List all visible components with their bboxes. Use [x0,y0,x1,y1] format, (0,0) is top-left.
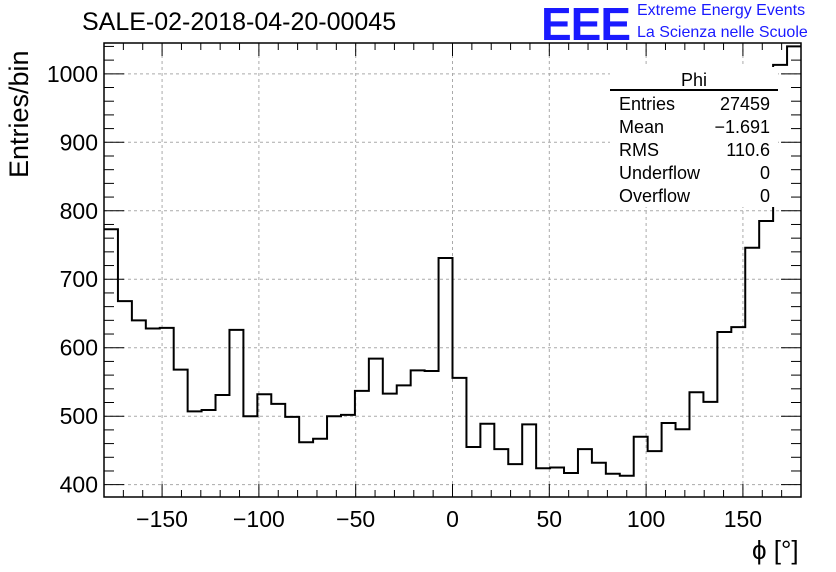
y-axis-label: Entries/bin [4,50,34,178]
y-tick-label: 600 [60,335,98,361]
stats-box-name: Phi [680,70,707,90]
logo-caption-line2: La Scienza nelle Scuole [637,24,808,41]
x-tick-label: 150 [724,506,762,532]
stats-value: 0 [759,186,770,206]
stats-label: Entries [619,94,676,114]
x-tick-label: 0 [446,506,459,532]
stats-value: −1.691 [714,117,770,137]
stats-label: RMS [619,140,659,160]
y-tick-label: 800 [60,198,98,224]
stats-box-divider [610,89,778,91]
logo-caption-line1: Extreme Energy Events [637,2,806,19]
stats-label: Overflow [619,186,691,206]
chart-title: SALE-02-2018-04-20-00045 [82,8,397,36]
stats-label: Underflow [619,163,701,183]
stats-value: 110.6 [726,140,770,160]
stats-value: 27459 [719,94,770,114]
x-axis-label: ϕ [°] [752,535,799,565]
y-tick-label: 900 [60,129,98,155]
x-tick-label: 50 [537,506,563,532]
y-tick-label: 1000 [47,61,98,87]
y-tick-label: 700 [60,266,98,292]
y-tick-label: 500 [60,403,98,429]
stats-box: Phi Entries 27459 Mean −1.691 RMS 110.6 … [610,67,778,207]
x-tick-label: 100 [627,506,665,532]
x-tick-label: −100 [233,506,285,532]
stats-label: Mean [619,117,665,137]
x-tick-label: −150 [136,506,188,532]
x-tick-label: −50 [336,506,375,532]
histogram-line [104,45,801,477]
eee-logo: EEE [541,0,631,50]
y-tick-label: 400 [60,472,98,498]
stats-value: 0 [759,163,770,183]
